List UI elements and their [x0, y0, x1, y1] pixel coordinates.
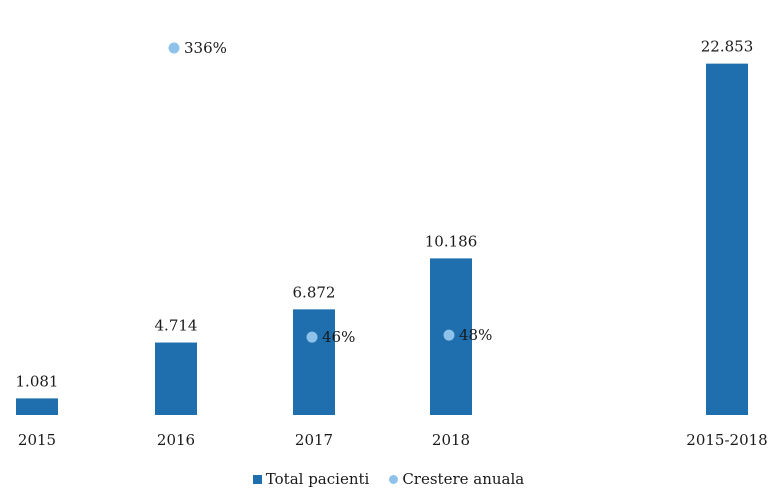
growth-point-2017	[306, 331, 318, 343]
growth-point-2018	[443, 329, 455, 341]
legend-item-crestere-anuala: Crestere anuala	[389, 470, 524, 488]
legend: Total pacienti Crestere anuala	[0, 470, 777, 488]
growth-label-2017: 46%	[322, 328, 355, 346]
bar-2015-2018	[706, 63, 748, 415]
bar-value-label-2017: 6.872	[293, 283, 336, 301]
bar-2015	[16, 398, 58, 415]
legend-label-crestere-anuala: Crestere anuala	[402, 470, 525, 488]
bar-value-label-2016: 4.714	[155, 317, 198, 335]
growth-label-2016: 336%	[184, 39, 227, 57]
category-label-2016: 2016	[157, 431, 195, 449]
growth-label-2018: 48%	[459, 326, 492, 344]
category-label-2017: 2017	[295, 431, 333, 449]
bar-value-label-2015-2018: 22.853	[701, 38, 754, 56]
legend-swatch-bar	[252, 474, 262, 484]
growth-point-2016	[168, 42, 180, 54]
legend-swatch-dot	[389, 474, 399, 484]
legend-item-total-pacienti: Total pacienti	[252, 470, 370, 488]
category-label-2015-2018: 2015-2018	[686, 431, 767, 449]
category-label-2018: 2018	[432, 431, 470, 449]
bar-value-label-2015: 1.081	[16, 372, 59, 390]
bar-2017	[293, 309, 335, 415]
bar-chart: 1.081 2015 4.714 2016 336% 6.872 2017 46% 10.186…	[16, 38, 768, 449]
bar-2016	[155, 342, 197, 415]
category-label-2015: 2015	[18, 431, 56, 449]
bar-value-label-2018: 10.186	[425, 232, 478, 250]
legend-label-total-pacienti: Total pacienti	[265, 470, 370, 488]
